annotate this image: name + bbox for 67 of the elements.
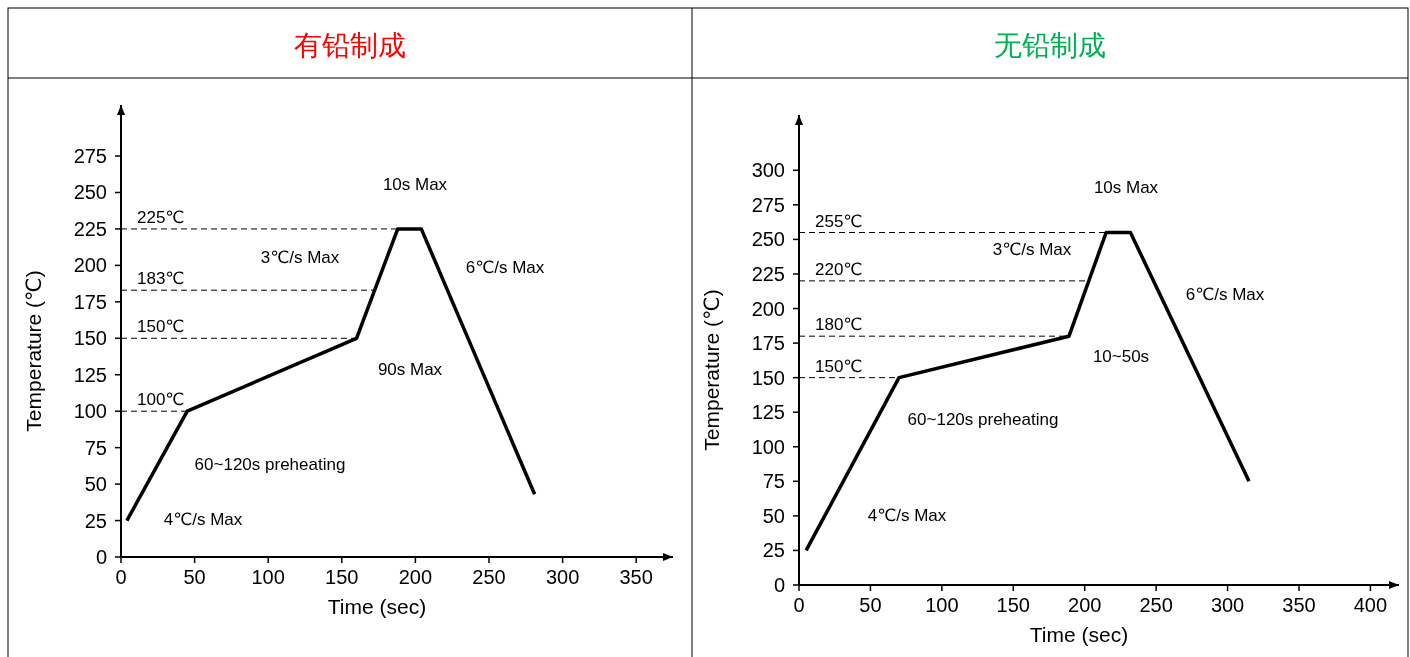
ref-line-label: 220℃ bbox=[815, 259, 863, 279]
chart-title: 无铅制成 bbox=[994, 30, 1106, 61]
x-tick-label: 350 bbox=[619, 566, 653, 588]
y-tick-label: 175 bbox=[751, 332, 785, 355]
y-tick-label: 250 bbox=[751, 228, 785, 251]
annotation: 4℃/s Max bbox=[867, 506, 947, 525]
annotation: 6℃/s Max bbox=[1185, 285, 1265, 304]
x-tick-label: 200 bbox=[1068, 594, 1102, 616]
x-tick-label: 300 bbox=[1210, 594, 1245, 616]
x-tick-label: 250 bbox=[472, 566, 506, 588]
x-tick-label: 300 bbox=[545, 566, 580, 588]
ref-line-label: 255℃ bbox=[815, 211, 863, 231]
x-tick-label: 400 bbox=[1353, 594, 1388, 616]
y-tick-label: 200 bbox=[73, 254, 107, 277]
ref-line-label: 180℃ bbox=[815, 315, 863, 335]
y-tick-label: 225 bbox=[73, 217, 107, 240]
annotation: 60~120s preheating bbox=[907, 410, 1059, 429]
y-tick-label: 0 bbox=[95, 546, 107, 568]
annotation: 60~120s preheating bbox=[194, 455, 346, 474]
x-axis-title: Time (sec) bbox=[327, 595, 427, 618]
ref-line-label: 183℃ bbox=[137, 269, 185, 289]
y-axis-title: Temperature (℃) bbox=[700, 289, 723, 451]
y-tick-label: 25 bbox=[762, 539, 785, 562]
x-tick-label: 150 bbox=[325, 566, 359, 588]
x-tick-label: 50 bbox=[859, 594, 882, 616]
y-tick-label: 100 bbox=[751, 435, 785, 458]
y-axis-title: Temperature (℃) bbox=[22, 270, 45, 432]
x-tick-label: 200 bbox=[398, 566, 433, 588]
x-tick-label: 100 bbox=[251, 566, 285, 588]
y-tick-label: 275 bbox=[751, 193, 785, 216]
chart-title: 有铅制成 bbox=[294, 30, 406, 61]
x-tick-label: 250 bbox=[1139, 594, 1173, 616]
y-tick-label: 50 bbox=[762, 504, 785, 527]
y-tick-label: 125 bbox=[751, 401, 785, 424]
y-tick-label: 125 bbox=[73, 363, 107, 386]
y-tick-label: 50 bbox=[84, 473, 107, 496]
y-tick-label: 275 bbox=[73, 145, 107, 168]
y-tick-label: 200 bbox=[751, 297, 785, 320]
annotation: 6℃/s Max bbox=[465, 258, 545, 277]
y-tick-label: 25 bbox=[84, 509, 107, 532]
y-tick-label: 300 bbox=[751, 159, 785, 182]
x-tick-label: 100 bbox=[925, 594, 959, 616]
annotation: 3℃/s Max bbox=[260, 248, 340, 267]
y-tick-label: 100 bbox=[73, 400, 107, 423]
x-tick-label: 50 bbox=[183, 566, 206, 588]
ref-line-label: 225℃ bbox=[137, 207, 185, 227]
annotation: 10s Max bbox=[382, 175, 448, 194]
y-tick-label: 150 bbox=[73, 327, 107, 350]
y-tick-label: 75 bbox=[762, 470, 785, 493]
ref-line-label: 150℃ bbox=[137, 317, 185, 337]
ref-line-label: 100℃ bbox=[137, 390, 185, 410]
x-tick-label: 350 bbox=[1282, 594, 1316, 616]
y-tick-label: 175 bbox=[73, 290, 107, 313]
annotation: 90s Max bbox=[377, 360, 443, 379]
y-tick-label: 150 bbox=[751, 366, 785, 389]
y-tick-label: 75 bbox=[84, 436, 107, 459]
y-tick-label: 225 bbox=[751, 262, 785, 285]
annotation: 10~50s bbox=[1092, 347, 1150, 366]
annotation: 3℃/s Max bbox=[992, 240, 1072, 259]
ref-line-label: 150℃ bbox=[815, 356, 863, 376]
x-axis-title: Time (sec) bbox=[1029, 623, 1129, 646]
x-tick-label: 0 bbox=[793, 594, 805, 616]
x-tick-label: 150 bbox=[996, 594, 1030, 616]
annotation: 4℃/s Max bbox=[163, 510, 243, 529]
x-tick-label: 0 bbox=[115, 566, 127, 588]
y-tick-label: 250 bbox=[73, 181, 107, 204]
annotation: 10s Max bbox=[1093, 178, 1159, 197]
